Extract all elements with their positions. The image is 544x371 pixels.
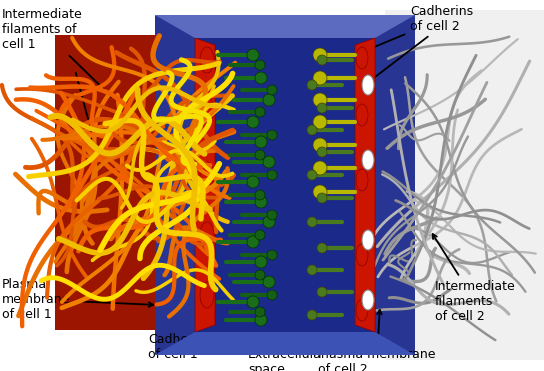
Ellipse shape [362, 75, 374, 95]
Circle shape [247, 49, 259, 61]
Circle shape [263, 156, 275, 168]
Circle shape [317, 55, 327, 65]
Circle shape [317, 147, 327, 157]
Circle shape [267, 290, 277, 300]
Polygon shape [175, 15, 415, 35]
Ellipse shape [200, 282, 214, 308]
Ellipse shape [200, 97, 214, 123]
Ellipse shape [356, 47, 368, 69]
Text: Plasma
membrane
of cell 1: Plasma membrane of cell 1 [2, 278, 153, 321]
Circle shape [317, 193, 327, 203]
Ellipse shape [356, 244, 368, 266]
Circle shape [317, 287, 327, 297]
Circle shape [313, 93, 327, 107]
Circle shape [307, 125, 317, 135]
Circle shape [247, 176, 259, 188]
Circle shape [313, 185, 327, 199]
Ellipse shape [356, 104, 368, 126]
Text: Extracellular
space: Extracellular space [248, 315, 327, 371]
Ellipse shape [200, 162, 214, 188]
Ellipse shape [362, 290, 374, 310]
Circle shape [263, 216, 275, 228]
Polygon shape [355, 38, 375, 332]
Circle shape [313, 48, 327, 62]
Polygon shape [155, 332, 415, 355]
Circle shape [307, 217, 317, 227]
Circle shape [307, 265, 317, 275]
Ellipse shape [356, 169, 368, 191]
Circle shape [317, 243, 327, 253]
Circle shape [313, 161, 327, 175]
Text: Plasma membrane
of cell 2: Plasma membrane of cell 2 [318, 310, 436, 371]
Circle shape [313, 138, 327, 152]
Circle shape [263, 276, 275, 288]
Polygon shape [375, 15, 415, 355]
Text: Cadherins
of cell 2: Cadherins of cell 2 [360, 5, 473, 53]
Polygon shape [175, 335, 415, 355]
Circle shape [255, 60, 265, 70]
Ellipse shape [362, 230, 374, 250]
Circle shape [313, 115, 327, 129]
Ellipse shape [356, 299, 368, 321]
Circle shape [255, 230, 265, 240]
Ellipse shape [362, 150, 374, 170]
Text: Intermediate
filaments of
cell 1: Intermediate filaments of cell 1 [2, 8, 112, 97]
Circle shape [255, 256, 267, 268]
Circle shape [307, 170, 317, 180]
Circle shape [247, 236, 259, 248]
Circle shape [247, 116, 259, 128]
Ellipse shape [200, 47, 214, 73]
Circle shape [255, 150, 265, 160]
Polygon shape [195, 38, 215, 332]
Polygon shape [55, 35, 240, 330]
Circle shape [255, 270, 265, 280]
Circle shape [247, 296, 259, 308]
Circle shape [267, 85, 277, 95]
Text: Intermediate
filaments
of cell 2: Intermediate filaments of cell 2 [432, 234, 516, 323]
Ellipse shape [200, 222, 214, 248]
Circle shape [255, 136, 267, 148]
Circle shape [307, 310, 317, 320]
Circle shape [313, 71, 327, 85]
Polygon shape [155, 15, 195, 355]
Circle shape [267, 130, 277, 140]
Circle shape [255, 190, 265, 200]
Circle shape [267, 170, 277, 180]
Circle shape [267, 250, 277, 260]
Circle shape [317, 103, 327, 113]
Text: Cadherins
of cell 1: Cadherins of cell 1 [148, 298, 232, 361]
Circle shape [255, 107, 265, 117]
Circle shape [255, 196, 267, 208]
Circle shape [267, 210, 277, 220]
Circle shape [263, 94, 275, 106]
Polygon shape [155, 15, 415, 38]
Circle shape [255, 314, 267, 326]
Circle shape [255, 72, 267, 84]
Polygon shape [385, 10, 544, 360]
Polygon shape [195, 38, 375, 332]
Circle shape [255, 307, 265, 317]
Circle shape [307, 80, 317, 90]
